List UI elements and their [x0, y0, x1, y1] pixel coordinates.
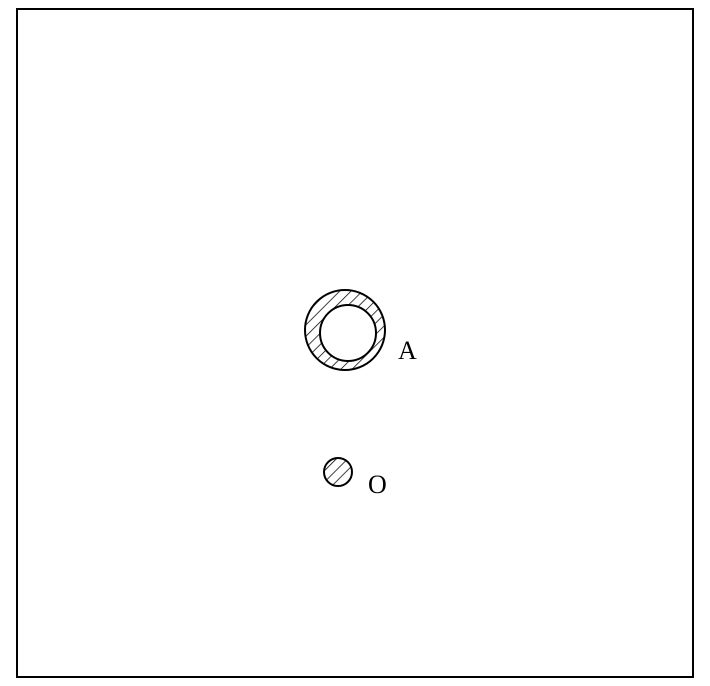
disk-label: O	[368, 470, 387, 500]
annulus-shape	[300, 285, 390, 375]
annulus-label: A	[398, 336, 417, 366]
disk-shape	[319, 453, 357, 491]
